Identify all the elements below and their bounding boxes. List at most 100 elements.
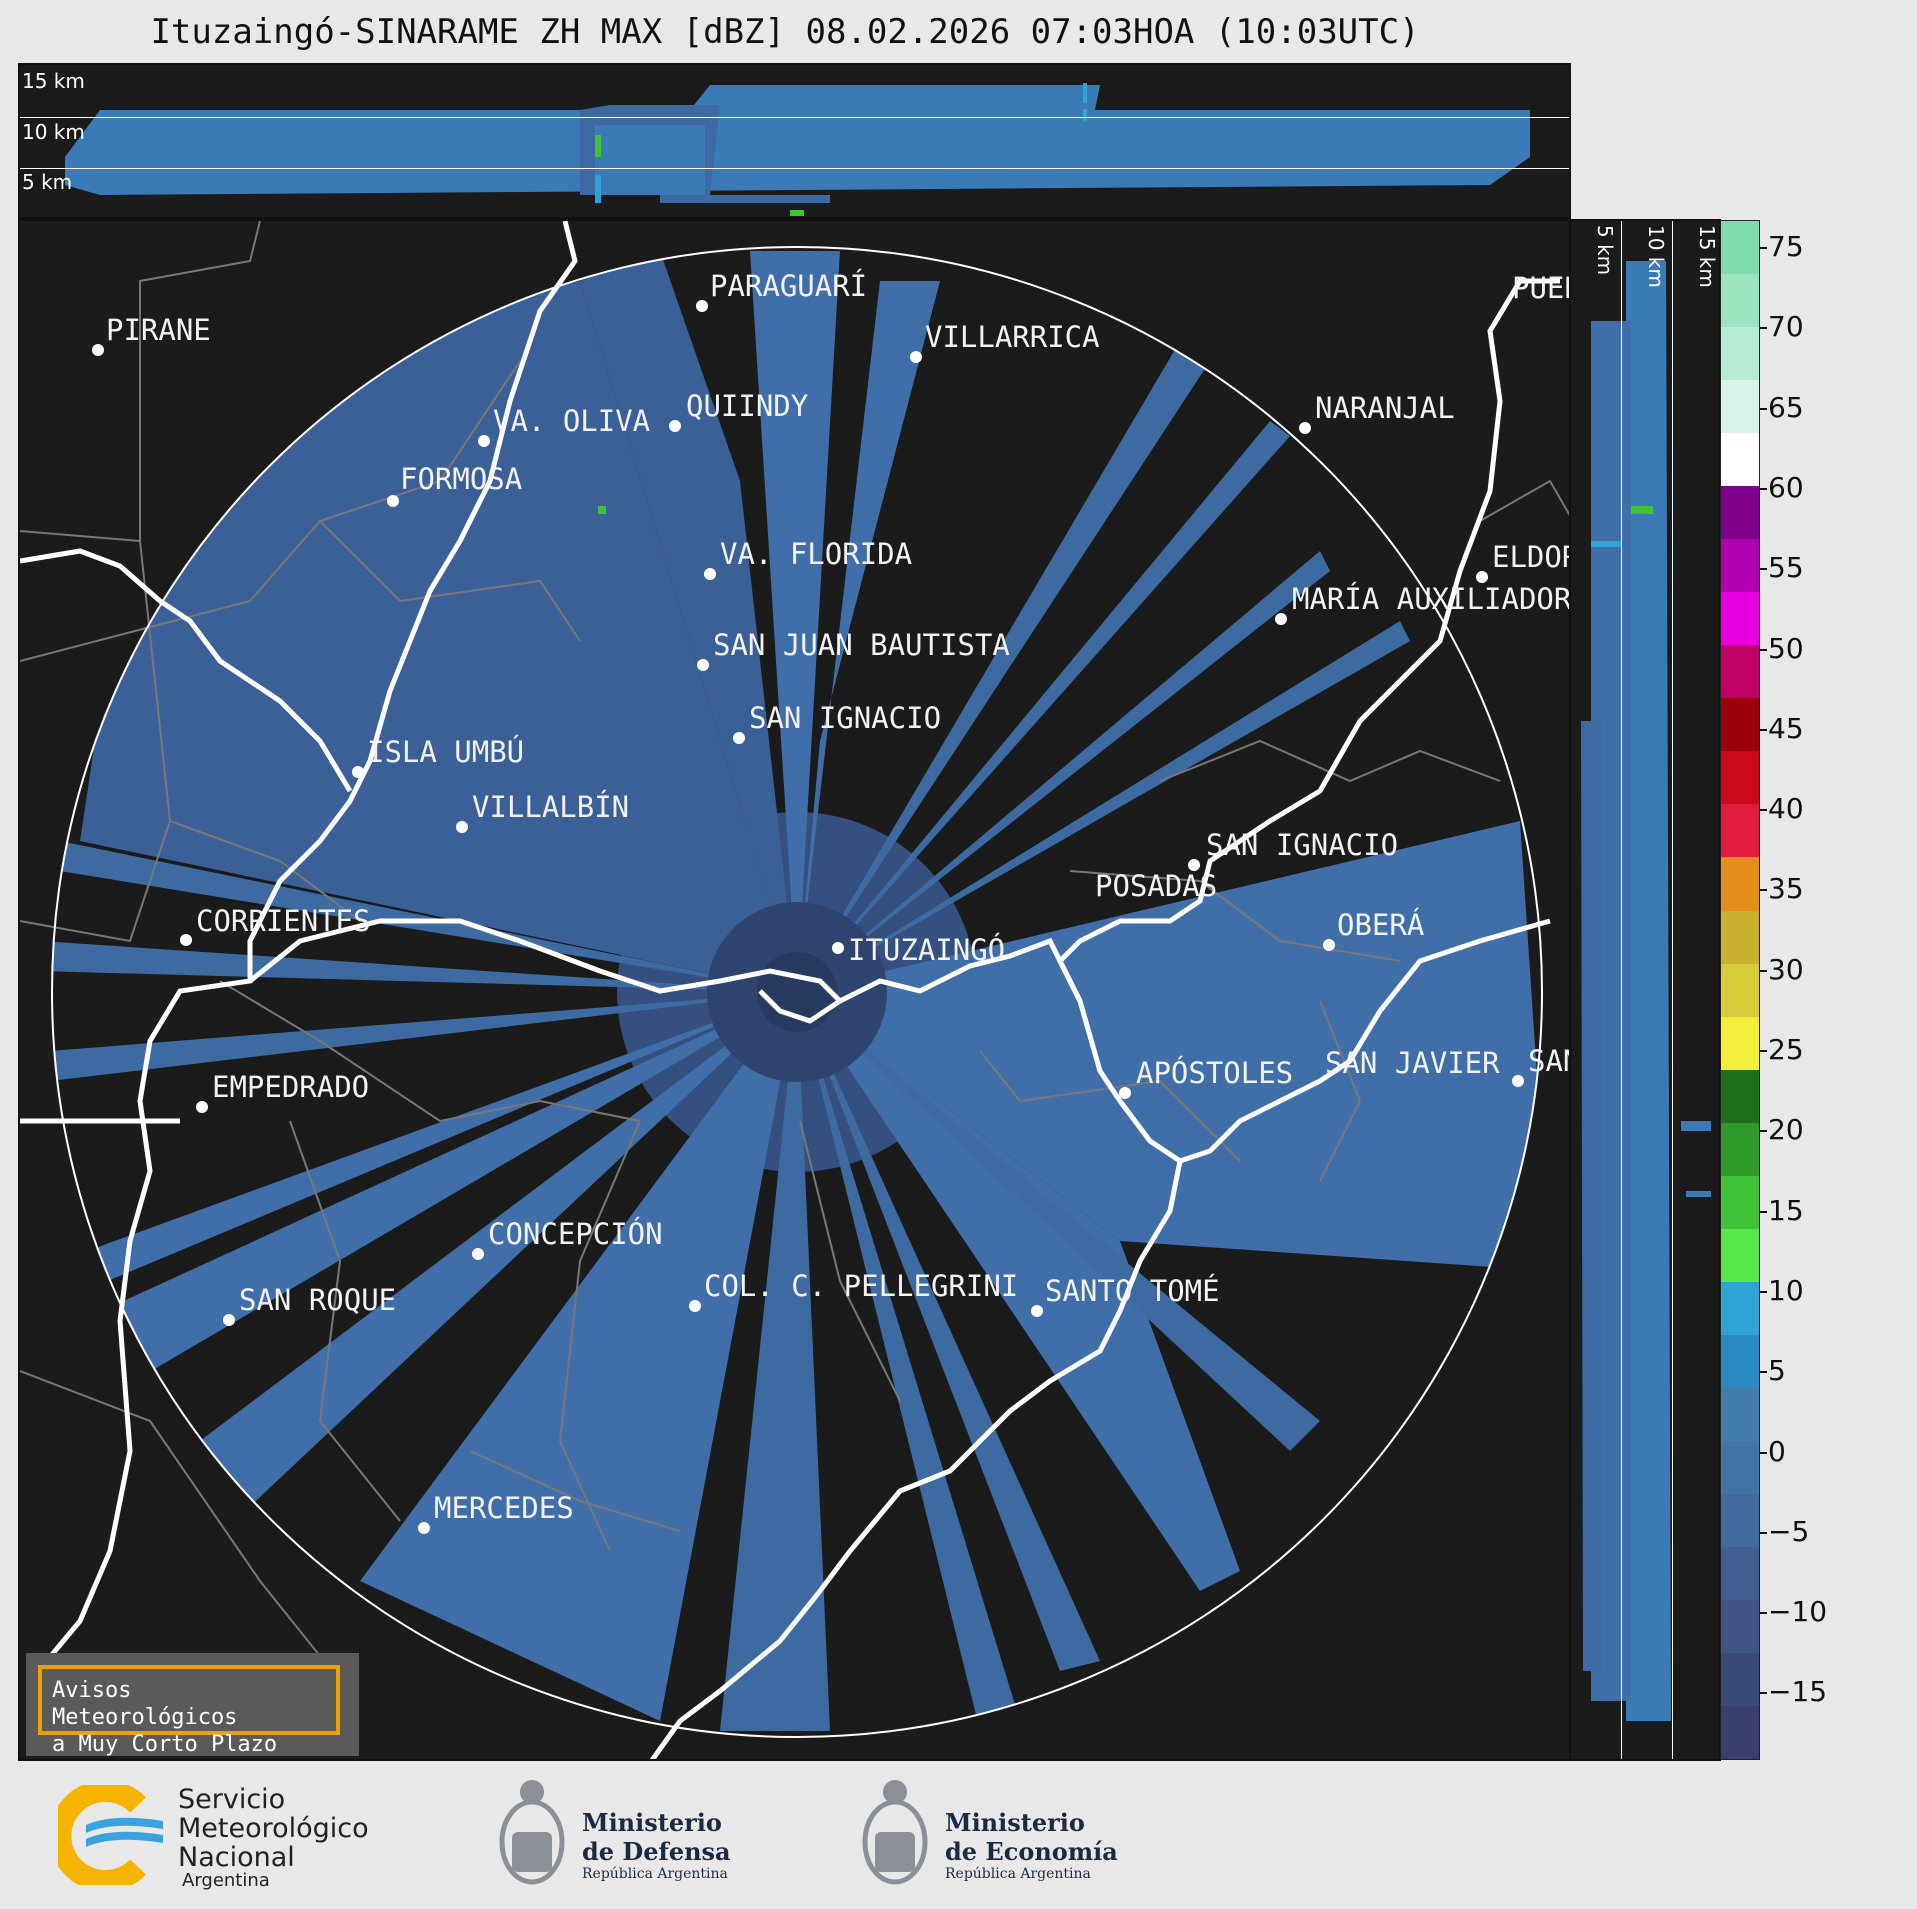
city-label-col-c-pellegrini: COL. C. PELLEGRINI xyxy=(704,1269,1019,1303)
colorbar-tick-mark xyxy=(1760,889,1767,892)
river-borders xyxy=(20,221,1560,1759)
city-label-san-javier: SAN JAVIER xyxy=(1325,1046,1500,1080)
colorbar-band xyxy=(1721,645,1759,699)
smn-line-1: Servicio xyxy=(178,1784,286,1815)
colorbar-band xyxy=(1721,804,1759,858)
city-label-ituzaingo: ITUZAINGÓ xyxy=(848,933,1006,967)
colorbar-band xyxy=(1721,327,1759,381)
warning-text: Avisos Meteorológicos a Muy Corto Plazo xyxy=(38,1665,340,1757)
side-label-15km: 15 km xyxy=(1695,225,1719,288)
colorbar-tick-mark xyxy=(1760,1371,1767,1374)
city-label-posadas: POSADAS xyxy=(1095,869,1218,903)
smn-line-4: Argentina xyxy=(182,1870,270,1891)
city-dot-isla-umbu xyxy=(352,766,364,778)
city-dot-corrientes xyxy=(180,934,192,946)
colorbar-band xyxy=(1721,1440,1759,1494)
colorbar-tick-label: −5 xyxy=(1768,1514,1810,1548)
city-label-va-florida: VA. FLORIDA xyxy=(720,537,913,571)
colorbar-band xyxy=(1721,1599,1759,1653)
colorbar-band xyxy=(1721,910,1759,964)
colorbar-band xyxy=(1721,1387,1759,1441)
city-dot-san-ignacio-ar xyxy=(1188,859,1200,871)
map-title: Ituzaingó-SINARAME ZH MAX [dBZ] 08.02.20… xyxy=(150,12,1420,52)
colorbar-bands xyxy=(1721,221,1759,1759)
colorbar xyxy=(1720,220,1760,1760)
colorbar-tick-label: 0 xyxy=(1768,1434,1786,1468)
boundary-lines xyxy=(20,221,1569,1682)
colorbar-tick-mark xyxy=(1760,1692,1767,1695)
city-label-va-oliva: VA. OLIVA xyxy=(493,404,651,438)
colorbar-band xyxy=(1721,1228,1759,1282)
city-label-santo-tome: SANTO TOMÉ xyxy=(1045,1274,1220,1308)
city-label-maria-auxiliadora: MARÍA AUXILIADORA xyxy=(1292,582,1571,616)
coat-of-arms-icon xyxy=(499,1780,565,1885)
city-label-paraguari: PARAGUARÍ xyxy=(710,269,868,303)
colorbar-tick-mark xyxy=(1760,1612,1767,1615)
colorbar-band xyxy=(1721,751,1759,805)
colorbar-band xyxy=(1721,221,1759,275)
radar-echo-layer xyxy=(52,251,1542,1731)
colorbar-band xyxy=(1721,698,1759,752)
defensa-line-1: Ministerio xyxy=(582,1808,722,1837)
top-label-15km: 15 km xyxy=(22,69,85,93)
colorbar-band xyxy=(1721,1069,1759,1123)
range-ring xyxy=(51,246,1543,1738)
city-dot-concepcion xyxy=(472,1248,484,1260)
city-dot-va-oliva xyxy=(478,435,490,447)
city-label-empedrado: EMPEDRADO xyxy=(212,1070,370,1104)
colorbar-tick-mark xyxy=(1760,247,1767,249)
city-dot-santo-tome xyxy=(1031,1305,1043,1317)
colorbar-tick-label: 75 xyxy=(1768,230,1804,263)
economia-line-1: Ministerio xyxy=(945,1808,1085,1837)
city-label-eldorado: ELDORADO xyxy=(1492,540,1569,574)
city-label-san-ignacio-py: SAN IGNACIO xyxy=(749,701,942,735)
city-dot-san-ignacio-py xyxy=(733,732,745,744)
colorbar-tick-mark xyxy=(1760,327,1767,330)
colorbar-band xyxy=(1721,486,1759,540)
side-cross-section-echo xyxy=(1581,261,1711,1721)
city-label-apostoles: APÓSTOLES xyxy=(1136,1056,1294,1090)
warning-line-2: a Muy Corto Plazo xyxy=(52,1732,278,1757)
city-label-puerto: PUERTO xyxy=(1512,271,1569,305)
city-dot-apostoles xyxy=(1119,1087,1131,1099)
city-dot-san-roque xyxy=(223,1314,235,1326)
colorbar-tick-label: 70 xyxy=(1768,310,1804,344)
colorbar-band xyxy=(1721,1705,1759,1759)
colorbar-tick-label: −10 xyxy=(1768,1595,1828,1629)
colorbar-tick-mark xyxy=(1760,969,1767,972)
radar-map xyxy=(20,221,1569,1759)
city-label-corrientes: CORRIENTES xyxy=(196,904,371,938)
city-label-formosa: FORMOSA xyxy=(400,462,523,496)
city-label-san-roque: SAN ROQUE xyxy=(239,1283,397,1317)
city-label-san-juan-bautista: SAN JUAN BAUTISTA xyxy=(713,628,1010,662)
colorbar-band xyxy=(1721,380,1759,434)
side-label-5km: 5 km xyxy=(1593,225,1617,276)
colorbar-tick-label: 10 xyxy=(1768,1273,1804,1307)
colorbar-tick-mark xyxy=(1760,407,1767,410)
colorbar-tick-label: 15 xyxy=(1768,1193,1804,1227)
smn-logo-icon xyxy=(58,1785,163,1885)
city-label-quiindy: QUIINDY xyxy=(686,389,809,423)
colorbar-band xyxy=(1721,274,1759,328)
warning-box: Avisos Meteorológicos a Muy Corto Plazo xyxy=(26,1653,359,1757)
city-dot-villalbin xyxy=(456,821,468,833)
colorbar-tick-label: 5 xyxy=(1768,1354,1786,1388)
defensa-line-3: República Argentina xyxy=(582,1866,728,1882)
city-dot-va-florida xyxy=(704,568,716,580)
city-label-isla-umbu: ISLA UMBÚ xyxy=(367,735,525,769)
defensa-logo: Ministerio de Defensa República Argentin… xyxy=(492,1772,752,1897)
colorbar-tick-label: 50 xyxy=(1768,631,1804,665)
smn-line-3: Nacional xyxy=(178,1842,295,1873)
colorbar-band xyxy=(1721,539,1759,593)
city-dot-quiindy xyxy=(669,420,681,432)
colorbar-tick-mark xyxy=(1760,1050,1767,1052)
colorbar-band xyxy=(1721,1122,1759,1176)
colorbar-tick-mark xyxy=(1760,568,1767,571)
city-dot-paraguari xyxy=(696,300,708,312)
defensa-line-2: de Defensa xyxy=(582,1837,731,1866)
colorbar-tick-label: 35 xyxy=(1768,872,1804,906)
colorbar-tick-mark xyxy=(1760,487,1767,490)
colorbar-tick-mark xyxy=(1760,728,1767,731)
smn-logo: Servicio Meteorológico Nacional Argentin… xyxy=(58,1785,398,1890)
top-10km-line xyxy=(20,117,1569,118)
